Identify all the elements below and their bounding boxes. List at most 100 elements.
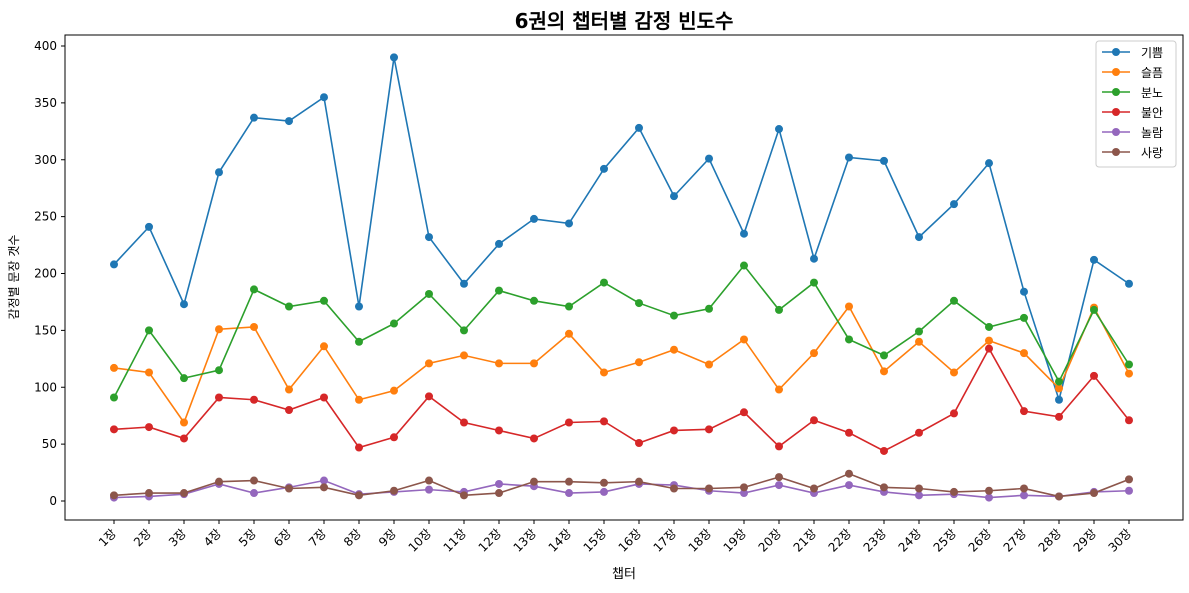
data-point [320,393,328,402]
data-point [670,484,678,493]
x-tick-label: 17장 [651,526,680,555]
data-point [495,479,503,488]
data-point [425,392,433,401]
data-point [985,486,993,495]
data-point [215,477,223,486]
data-point [600,368,608,377]
data-point [1055,412,1063,421]
data-point [145,326,153,335]
x-tick-label: 2장 [131,526,154,549]
x-tick-label: 24장 [896,526,925,555]
legend-label: 불안 [1141,106,1163,120]
data-point [670,345,678,354]
data-point [145,423,153,432]
data-point [285,117,293,126]
data-point [425,233,433,242]
data-point [1020,484,1028,493]
data-point [1055,377,1063,386]
data-point [215,393,223,402]
data-point [565,302,573,311]
y-tick-label: 100 [34,380,57,394]
data-point [880,367,888,376]
data-point [915,491,923,500]
data-point [600,487,608,496]
data-point [565,477,573,486]
data-point [215,168,223,177]
data-point [565,219,573,228]
data-point [705,425,713,434]
data-point [1020,313,1028,322]
x-tick-label: 4장 [201,526,224,549]
data-point [740,229,748,238]
data-point [915,327,923,336]
data-point [985,493,993,502]
data-point [740,261,748,270]
legend-label: 분노 [1141,86,1163,100]
data-point [180,300,188,309]
data-point [495,489,503,498]
data-point [845,469,853,478]
x-tick-label: 21장 [791,526,820,555]
x-tick-label: 30장 [1106,526,1135,555]
data-point [635,358,643,367]
data-point [565,418,573,427]
data-point [1125,279,1133,288]
data-point [425,485,433,494]
data-point [425,476,433,485]
data-point [775,473,783,482]
data-point [1090,255,1098,264]
data-point [950,368,958,377]
data-point [250,322,258,331]
data-point [635,477,643,486]
data-point [145,489,153,498]
data-point [1020,349,1028,358]
data-point [110,393,118,402]
data-point [250,476,258,485]
data-point [320,483,328,492]
x-tick-label: 8장 [341,526,364,549]
data-point [845,335,853,344]
x-tick-label: 28장 [1036,526,1065,555]
data-point [915,484,923,493]
data-point [705,304,713,313]
x-tick-label: 15장 [581,526,610,555]
data-point [215,366,223,375]
data-point [1090,489,1098,498]
data-point [915,233,923,242]
legend-label: 사랑 [1141,146,1163,160]
data-point [810,416,818,425]
data-point [985,322,993,331]
data-point [285,406,293,414]
x-tick-label: 27장 [1001,526,1030,555]
data-point [740,408,748,417]
data-point [495,286,503,295]
legend-box [1095,40,1177,168]
data-point [705,360,713,369]
data-point [985,336,993,345]
data-point [565,489,573,498]
series-line-사랑 [113,472,1130,498]
data-point [530,359,538,368]
data-point [775,125,783,134]
data-point [355,302,363,311]
data-point [355,395,363,404]
data-point [1125,486,1133,495]
data-point [355,443,363,452]
data-point [110,425,118,434]
data-point [845,428,853,437]
data-point [845,481,853,490]
data-point [985,159,993,168]
data-point [180,489,188,498]
series-line-기쁨 [113,57,1130,403]
x-tick-label: 3장 [166,526,189,549]
data-point [775,481,783,490]
data-point [880,351,888,360]
data-point [320,342,328,351]
data-point [1125,360,1133,369]
y-tick-label: 0 [49,494,57,508]
x-axis-label: 챕터 [612,567,636,582]
series-line-분노 [113,264,1130,398]
data-point [600,278,608,287]
data-point [950,487,958,496]
